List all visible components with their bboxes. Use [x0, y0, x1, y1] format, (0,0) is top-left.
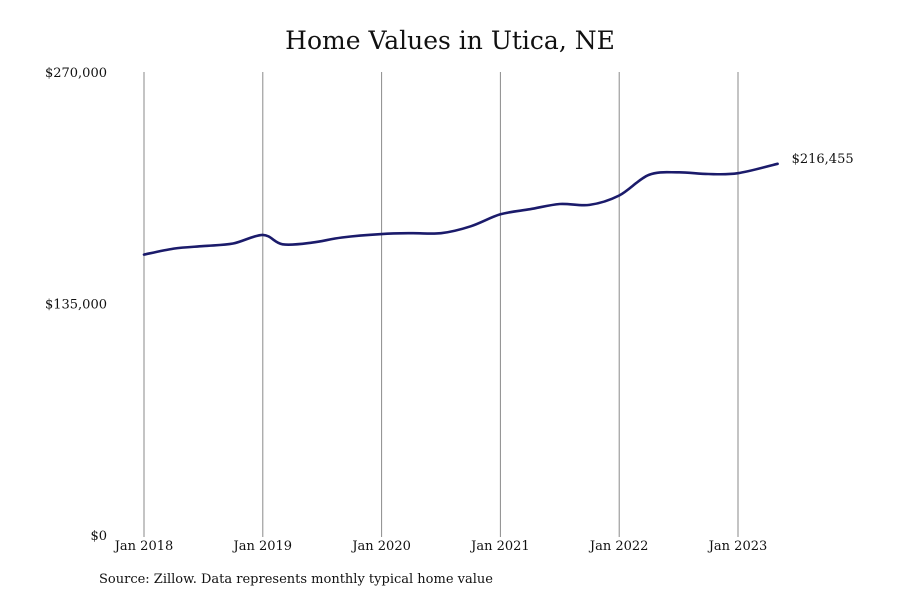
y-tick-label: $270,000 [45, 66, 107, 81]
x-tick-label: Jan 2018 [113, 539, 174, 554]
x-tick-label: Jan 2019 [232, 539, 293, 554]
x-tick-label: Jan 2022 [588, 539, 649, 554]
chart-title: Home Values in Utica, NE [285, 26, 615, 55]
x-tick-label: Jan 2021 [469, 539, 530, 554]
source-note: Source: Zillow. Data represents monthly … [99, 572, 493, 587]
y-tick-label: $0 [90, 529, 107, 544]
x-tick-label: Jan 2020 [350, 539, 411, 554]
y-tick-label: $135,000 [45, 298, 107, 313]
end-value-label: $216,455 [792, 152, 854, 167]
x-tick-label: Jan 2023 [707, 539, 768, 554]
series-line [142, 162, 779, 256]
